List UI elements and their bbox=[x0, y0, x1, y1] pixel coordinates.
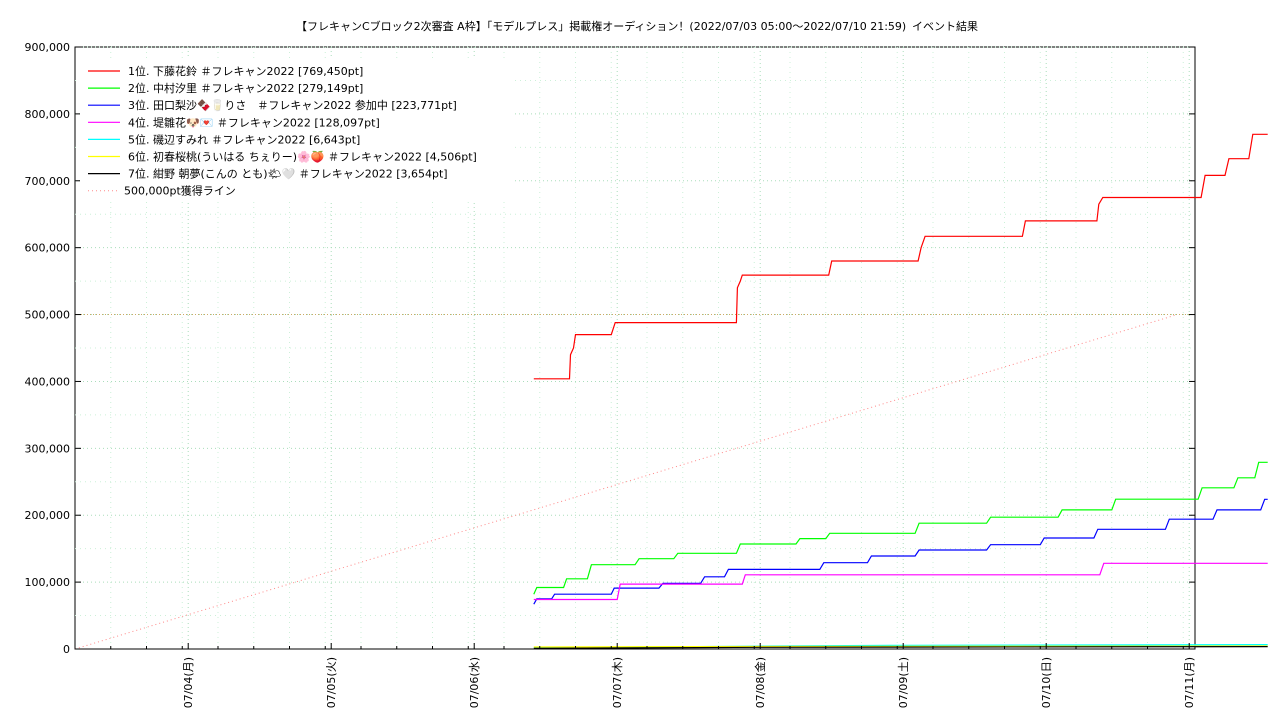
y-tick-label: 200,000 bbox=[25, 509, 71, 522]
x-tick-label: 07/11(月) bbox=[1183, 657, 1196, 708]
legend-entry: 4位. 堤雛花🐶💌 ＃フレキャン2022 [128,097pt] bbox=[128, 115, 380, 129]
x-tick-label: 07/06(水) bbox=[468, 657, 481, 708]
y-tick-label: 600,000 bbox=[25, 242, 71, 255]
y-tick-label: 900,000 bbox=[25, 41, 71, 54]
series-line-4 bbox=[533, 562, 1268, 601]
x-tick-label: 07/10(日) bbox=[1040, 657, 1053, 708]
y-tick-label: 800,000 bbox=[25, 108, 71, 121]
legend-entry: 1位. 下藤花鈴 ＃フレキャン2022 [769,450pt] bbox=[128, 64, 363, 78]
y-tick-label: 300,000 bbox=[25, 442, 71, 455]
x-tick-label: 07/05(火) bbox=[325, 657, 338, 708]
series-lines bbox=[74, 133, 1268, 650]
x-tick-label: 07/08(金) bbox=[753, 657, 767, 708]
legend-entry: 500,000pt獲得ライン bbox=[124, 185, 236, 198]
x-tick-label: 07/07(木) bbox=[611, 657, 624, 708]
chart-subtitle: イベント結果 bbox=[912, 19, 978, 33]
legend-background bbox=[80, 58, 512, 200]
x-tick-label: 07/09(土) bbox=[897, 657, 910, 708]
x-tick-label: 07/04(月) bbox=[182, 657, 195, 708]
y-tick-label: 400,000 bbox=[25, 375, 71, 388]
legend-entry: 5位. 磯辺すみれ ＃フレキャン2022 [6,643pt] bbox=[128, 132, 360, 146]
legend: 1位. 下藤花鈴 ＃フレキャン2022 [769,450pt] 2位. 中村汐里 … bbox=[80, 58, 512, 200]
axes: 0 100,000 200,000 300,000 400,000 500,000 600,… bbox=[25, 41, 1197, 708]
series-line-3 bbox=[533, 498, 1268, 605]
y-tick-label: 500,000 bbox=[25, 309, 71, 322]
legend-entry: 7位. 紺野 朝夢(こんの とも)🌤🤍 ＃フレキャン2022 [3,654pt] bbox=[128, 167, 448, 181]
legend-entry: 6位. 初春桜桃(ういはる ちぇりー)🌸🍑 ＃フレキャン2022 [4,506p… bbox=[128, 150, 477, 164]
y-tick-label: 100,000 bbox=[25, 576, 71, 589]
series-line-2 bbox=[533, 461, 1268, 595]
chart-title: 【フレキャンCブロック2次審査 A枠】「モデルプレス」掲載権オーディション！(2… bbox=[296, 19, 906, 33]
series-line-1 bbox=[533, 133, 1268, 380]
legend-entry: 3位. 田口梨沙🍫🥛りさ ＃フレキャン2022 参加中 [223,771pt] bbox=[128, 98, 457, 112]
y-tick-label: 700,000 bbox=[25, 175, 71, 188]
y-tick-label: 0 bbox=[63, 643, 70, 656]
legend-entry: 2位. 中村汐里 ＃フレキャン2022 [279,149pt] bbox=[128, 81, 363, 95]
